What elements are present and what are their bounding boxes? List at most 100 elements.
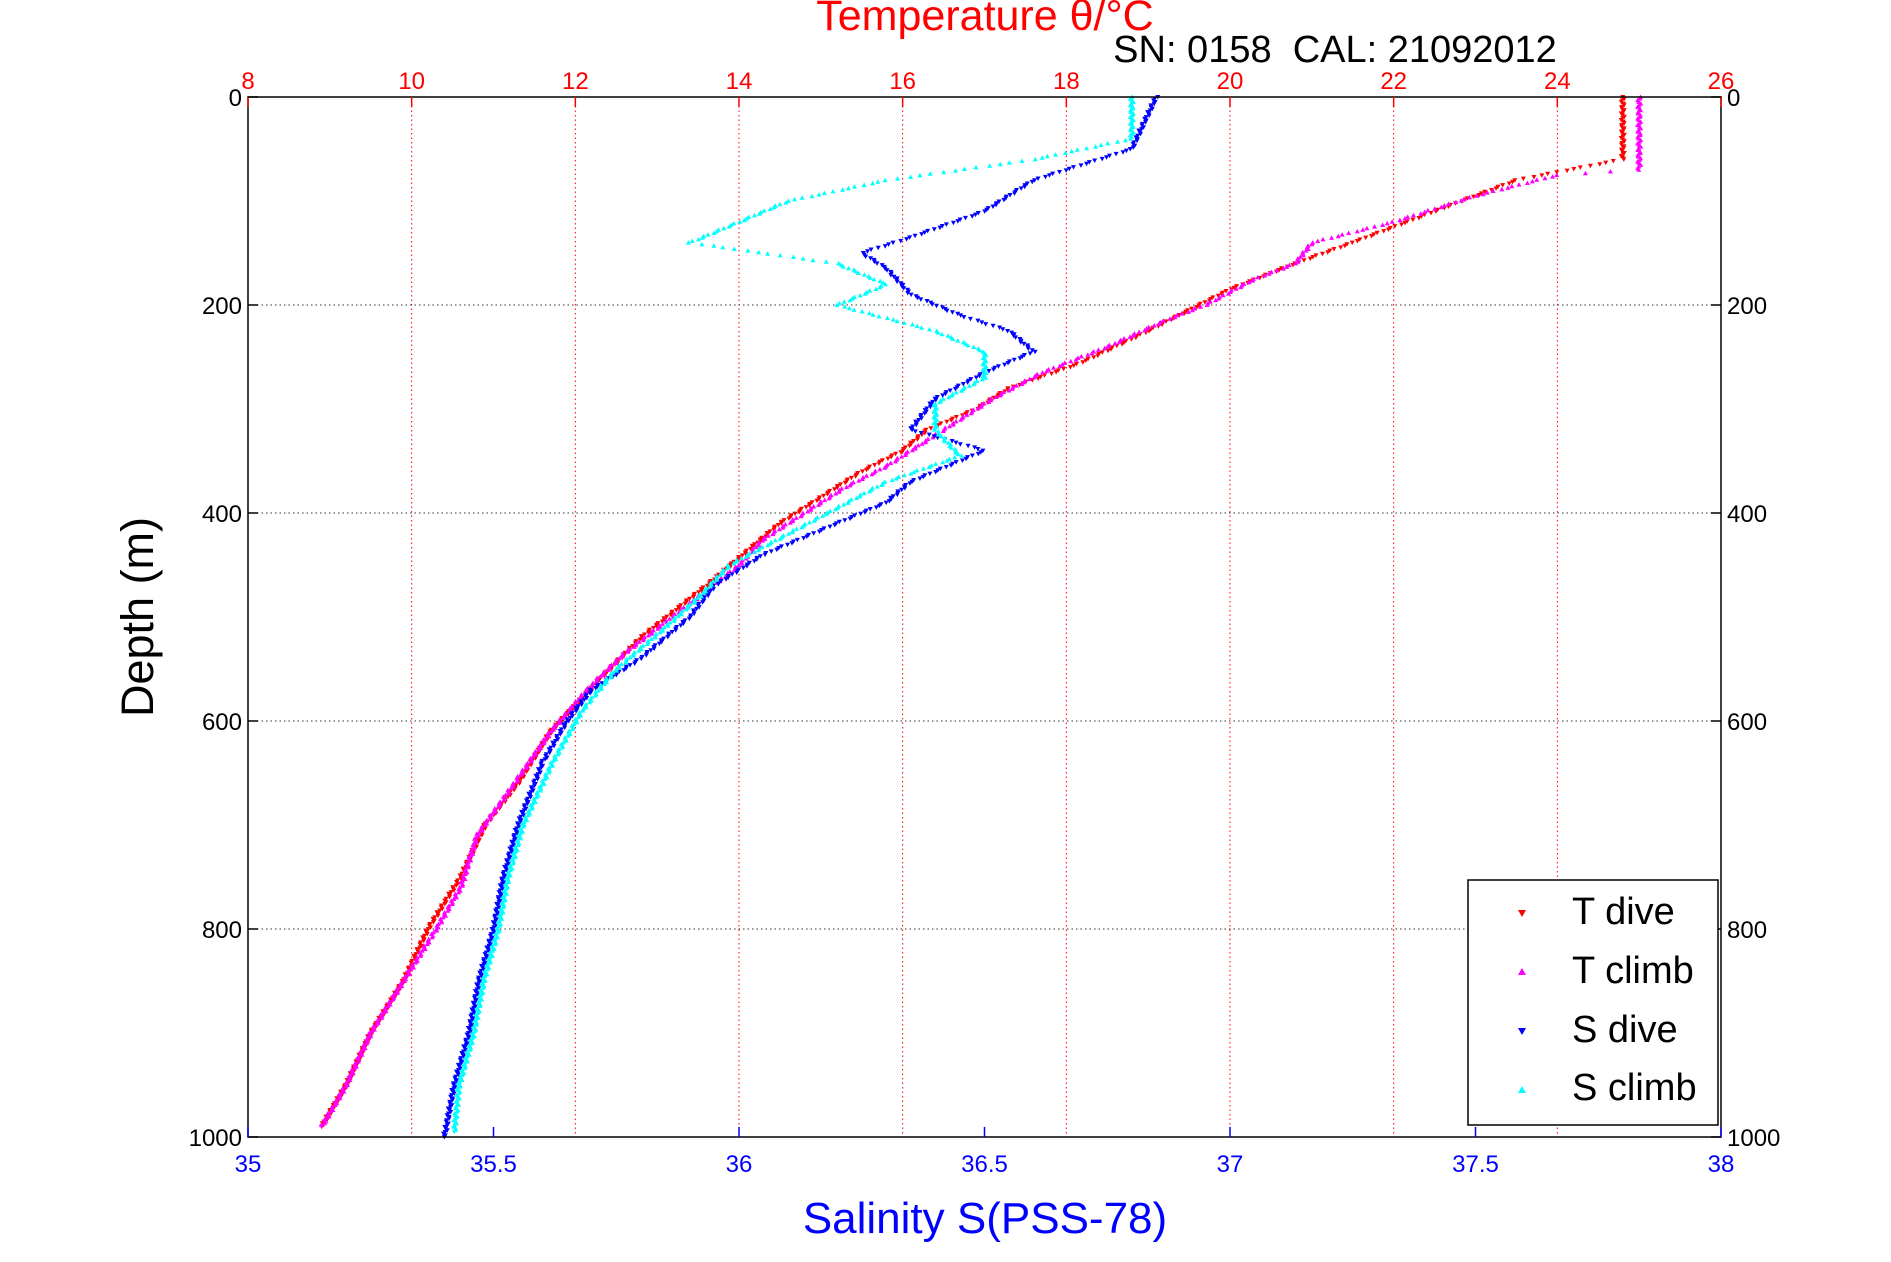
data-point [978,404,984,409]
data-point [946,456,952,462]
salinity-tick-label: 37 [1217,1151,1244,1178]
data-point [1099,156,1105,162]
data-point [1127,147,1133,152]
data-point [322,1120,328,1126]
data-point [1307,256,1313,262]
depth-tick-label-right: 400 [1727,501,1767,528]
data-point [661,636,667,642]
data-point [1638,125,1644,131]
data-point [557,732,563,737]
data-point [1389,219,1395,224]
data-point [902,486,908,491]
data-point [958,417,964,422]
data-point [907,481,913,486]
data-point [605,667,611,672]
data-point [461,1054,467,1059]
data-point [1024,181,1030,186]
data-point [616,664,622,670]
data-point [1122,137,1128,143]
data-point [451,888,457,893]
data-point [459,1072,465,1077]
data-point [418,953,424,958]
data-point [736,562,742,567]
salinity-axis-title: Salinity S(PSS-78) [803,1194,1167,1243]
data-point [1438,204,1444,210]
data-point [1339,232,1345,237]
data-point [514,831,520,836]
data-point [448,890,454,895]
data-point [837,482,843,487]
data-point [888,460,894,465]
data-point [475,1015,481,1020]
data-point [1484,190,1490,195]
data-point [1091,355,1097,360]
data-point [326,1114,332,1119]
data-point [1181,311,1187,316]
data-point [520,829,526,834]
data-point [751,212,757,218]
data-point [484,955,490,961]
data-point [810,257,816,263]
data-point [374,1022,380,1027]
data-point [893,451,899,457]
data-point [720,244,726,250]
data-point [859,469,865,474]
salinity-tick-label: 36.5 [961,1151,1008,1178]
data-point [935,468,941,473]
data-point [678,611,684,617]
data-point [445,908,451,913]
data-point [907,443,913,449]
data-point [1493,186,1499,191]
data-point [1621,145,1627,151]
data-point [1062,150,1068,155]
data-point [687,596,693,602]
data-point [777,252,783,258]
data-point [939,331,945,337]
data-point [1346,230,1352,235]
data-point [480,985,486,990]
data-point [1223,289,1229,294]
data-point [1363,235,1369,241]
data-point [904,237,910,242]
data-point [1092,158,1098,163]
data-point [891,274,897,280]
data-point [1031,178,1037,183]
data-point [1035,176,1041,182]
data-point [1078,353,1084,359]
data-point [551,743,557,749]
data-point [975,405,981,411]
data-point [332,1102,338,1107]
data-point [553,756,559,762]
data-point [1022,184,1028,190]
data-point [876,313,882,319]
data-point [546,769,552,775]
data-point [1637,114,1643,119]
data-point [521,774,527,780]
data-point [912,446,918,451]
data-point [723,577,729,582]
data-point [609,662,615,667]
data-point [1053,369,1059,375]
data-point [1050,171,1056,177]
data-point [465,864,471,870]
temperature-tick-label: 26 [1708,68,1735,95]
data-point [1512,178,1518,183]
data-point [977,347,983,353]
data-point [859,309,865,314]
data-point [498,893,504,898]
data-point [360,1047,366,1052]
data-point [981,400,987,406]
data-point [726,224,732,229]
data-point [964,412,970,417]
data-point [822,497,828,502]
data-point [995,364,1001,369]
data-point [794,526,800,531]
data-point [777,536,783,541]
data-point [914,467,920,473]
data-point [620,654,626,659]
data-point [811,504,817,509]
data-point [724,565,730,571]
plot-data [318,94,1644,1140]
data-point [1059,361,1065,367]
